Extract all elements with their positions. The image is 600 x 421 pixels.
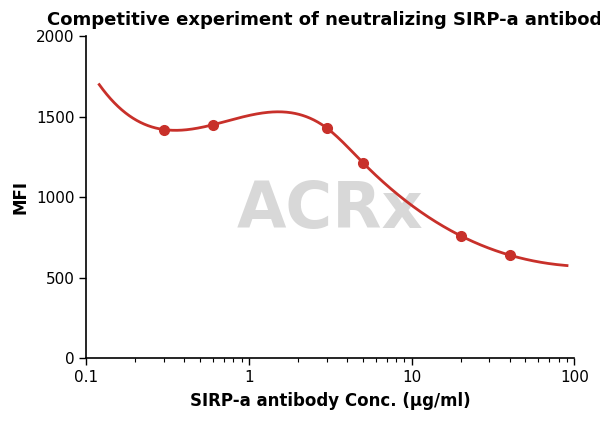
Title: Competitive experiment of neutralizing SIRP-a antibody: Competitive experiment of neutralizing S… (47, 11, 600, 29)
X-axis label: SIRP-a antibody Conc. (μg/ml): SIRP-a antibody Conc. (μg/ml) (190, 392, 471, 410)
Y-axis label: MFI: MFI (11, 180, 29, 214)
Text: ACRx: ACRx (237, 179, 424, 241)
